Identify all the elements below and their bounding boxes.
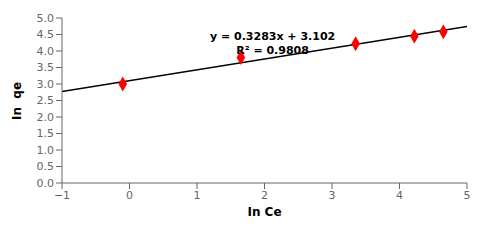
svg-text:2.5: 2.5 <box>37 94 55 107</box>
html-text:R² = 0.9808: R² = 0.9808 <box>236 43 309 57</box>
svg-text:3.0: 3.0 <box>37 78 55 91</box>
svg-text:0: 0 <box>126 189 133 202</box>
svg-text:5: 5 <box>464 189 471 202</box>
svg-text:1: 1 <box>194 189 201 202</box>
svg-text:3: 3 <box>329 189 336 202</box>
svg-text:−1: −1 <box>54 189 70 202</box>
html-text:In Ce: In Ce <box>247 205 282 219</box>
svg-text:2: 2 <box>261 189 268 202</box>
svg-text:1.0: 1.0 <box>37 144 55 157</box>
html-text:In qe: In qe <box>10 81 24 120</box>
svg-text:0.5: 0.5 <box>37 160 55 173</box>
svg-text:4: 4 <box>396 189 403 202</box>
html-text:y = 0.3283x + 3.102: y = 0.3283x + 3.102 <box>210 29 336 43</box>
svg-text:4.0: 4.0 <box>37 45 55 58</box>
svg-text:4.5: 4.5 <box>37 28 55 41</box>
svg-text:1.5: 1.5 <box>37 127 55 140</box>
svg-text:2.0: 2.0 <box>37 111 55 124</box>
svg-text:3.5: 3.5 <box>37 61 55 74</box>
svg-text:5.0: 5.0 <box>37 12 55 25</box>
svg-text:0.0: 0.0 <box>37 177 55 190</box>
